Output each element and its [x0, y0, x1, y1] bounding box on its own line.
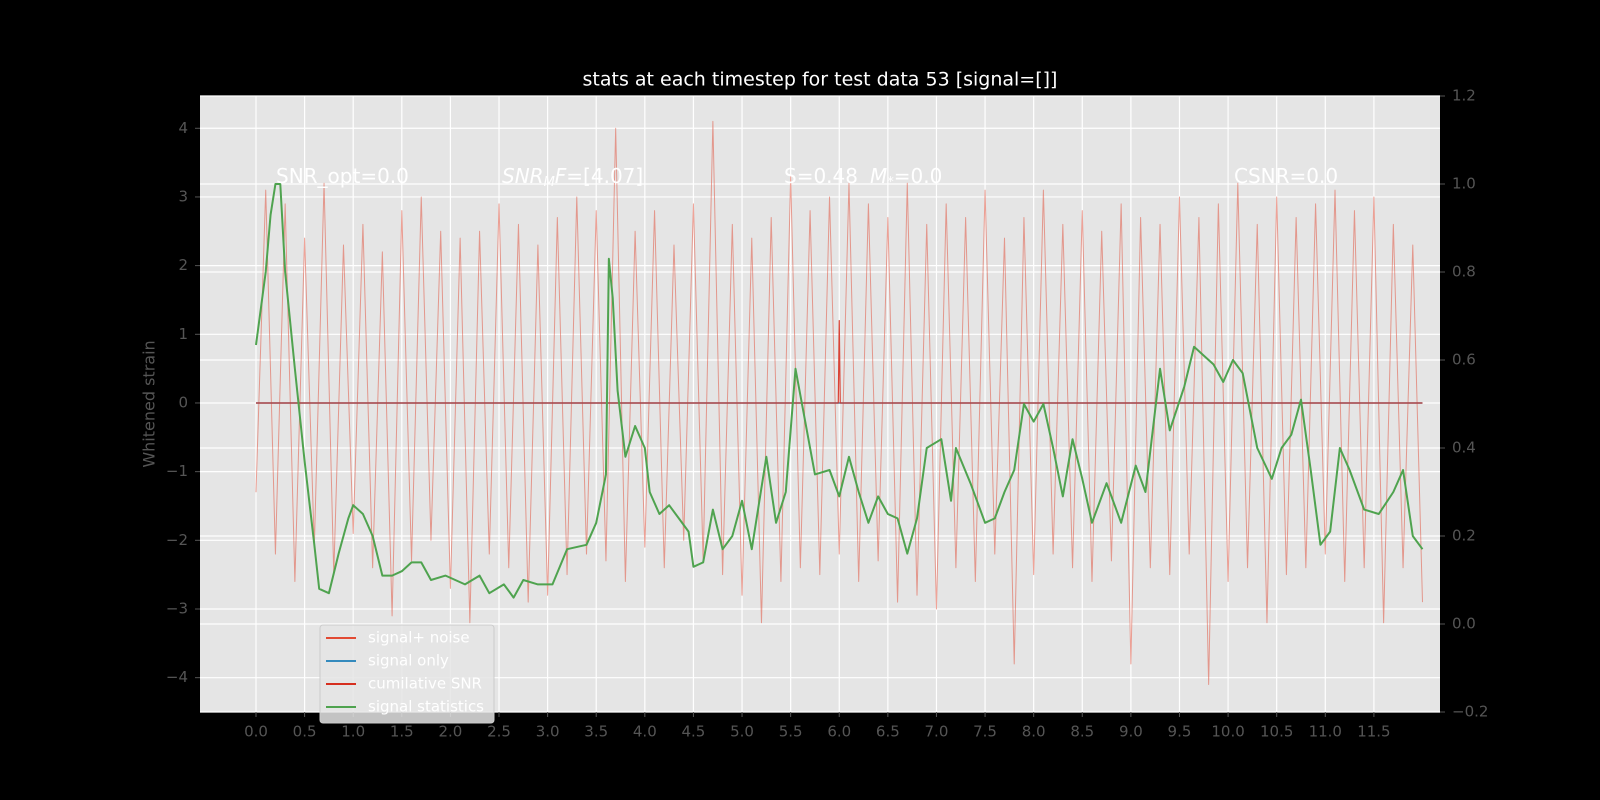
overlay: 0.0 0.5 1.0 1.5 2.0 2.5 3.0 3.5 4.0 4.5 5.0 5.5 6.0 6… [166, 87, 1489, 741]
y2-tick-label: −0.2 [1452, 703, 1488, 721]
annotation-part: =[4.07] [566, 164, 643, 188]
y-tick-label: 2 [178, 256, 188, 274]
x-tick-label: 2.5 [487, 723, 511, 741]
annotation: S=0.48 M*=0.0 [784, 164, 942, 190]
x-tick-label: 5.0 [730, 723, 754, 741]
x-tick-label: 6.5 [876, 723, 900, 741]
y2-tick-label: 0.2 [1452, 527, 1476, 545]
y-tick-label: 4 [178, 119, 188, 137]
x-tick-label: 2.0 [438, 723, 462, 741]
legend-label: signal statistics [368, 698, 484, 716]
x-tick-label: 9.0 [1119, 723, 1143, 741]
x-tick-label: 7.0 [925, 723, 949, 741]
annotation-part: * [887, 175, 894, 190]
series-line [255, 120, 1423, 686]
annotation-part: SNR_opt=0.0 [276, 164, 409, 188]
plot-area [254, 120, 1424, 686]
series-line [255, 319, 1423, 404]
annotation-part: CSNR=0.0 [1234, 164, 1338, 188]
x-tick-label: 9.5 [1168, 723, 1192, 741]
x-tick-label: 1.0 [341, 723, 365, 741]
legend-label: signal only [368, 652, 449, 670]
grid [200, 95, 1440, 713]
annotation-part: M [544, 175, 555, 190]
y2-tick-label: 0.6 [1452, 351, 1476, 369]
x-tick-label: 11.5 [1357, 723, 1390, 741]
annotation-part: S=0.48 [784, 164, 858, 188]
annotation-part: =0.0 [894, 164, 943, 188]
y2-tick-label: 1.0 [1452, 175, 1476, 193]
x-tick-label: 0.0 [244, 723, 268, 741]
x-tick-label: 1.5 [390, 723, 414, 741]
y2-tick-label: 0.0 [1452, 615, 1476, 633]
annotation-part: M [870, 164, 887, 188]
y2-tick-label: 0.8 [1452, 263, 1476, 281]
chart-title: stats at each timestep for test data 53 … [583, 69, 1058, 91]
y-tick-label: −2 [166, 531, 188, 549]
x-tick-label: 3.0 [536, 723, 560, 741]
y2-tick-label: 1.2 [1452, 87, 1476, 105]
y-axis-label: Whitened strain [140, 340, 159, 467]
legend-label: cumilative SNR [368, 675, 482, 693]
x-tick-label: 8.5 [1070, 723, 1094, 741]
y-tick-label: 3 [178, 187, 188, 205]
x-tick-label: 11.0 [1309, 723, 1342, 741]
y-tick-label: −4 [166, 668, 188, 686]
y2-tick-label: 0.4 [1452, 439, 1476, 457]
legend-box [319, 624, 495, 724]
annotation-part: F [555, 164, 567, 188]
x-tick-label: 7.5 [973, 723, 997, 741]
x-tick-label: 3.5 [584, 723, 608, 741]
x-tick-label: 10.0 [1211, 723, 1244, 741]
x-tick-label: 5.5 [779, 723, 803, 741]
annotation: SNRMF=[4.07] [502, 164, 643, 190]
series-line [254, 183, 1424, 599]
x-tick-label: 4.5 [682, 723, 706, 741]
y-tick-label: 0 [178, 393, 188, 411]
y-tick-label: −3 [166, 599, 188, 617]
x-tick-label: 0.5 [293, 723, 317, 741]
x-tick-label: 10.5 [1260, 723, 1293, 741]
annotation-part: SNR [502, 164, 544, 188]
annotation: SNR_opt=0.0 [276, 164, 409, 188]
y-tick-label: −1 [166, 462, 188, 480]
x-tick-label: 8.0 [1022, 723, 1046, 741]
legend-label: signal+ noise [368, 629, 470, 647]
annotation: CSNR=0.0 [1234, 164, 1338, 188]
x-tick-label: 6.0 [827, 723, 851, 741]
y-tick-label: 1 [178, 325, 188, 343]
x-tick-label: 4.0 [633, 723, 657, 741]
